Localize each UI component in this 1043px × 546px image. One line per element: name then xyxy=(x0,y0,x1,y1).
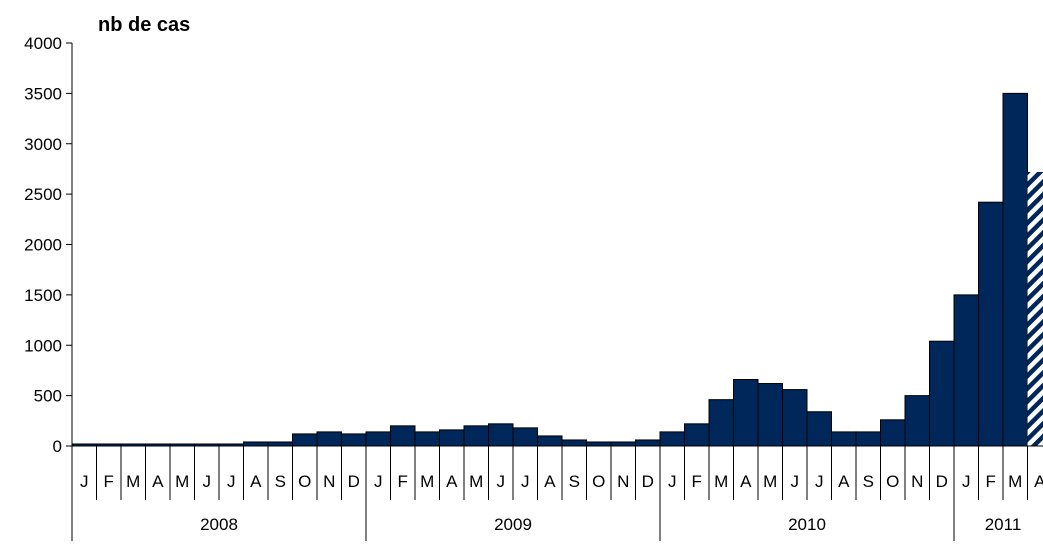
bar xyxy=(660,432,685,446)
bar xyxy=(244,442,269,446)
bar xyxy=(636,440,661,446)
bar xyxy=(709,400,734,446)
bar xyxy=(954,295,979,446)
y-tick-label: 1500 xyxy=(24,286,62,305)
x-month-label: M xyxy=(126,472,140,491)
x-month-label: N xyxy=(617,472,629,491)
bar xyxy=(758,384,783,446)
y-tick-label: 2500 xyxy=(24,185,62,204)
x-month-label: D xyxy=(936,472,948,491)
x-month-label: J xyxy=(791,472,800,491)
x-month-label: M xyxy=(714,472,728,491)
bar xyxy=(513,428,538,446)
x-month-label: A xyxy=(152,472,164,491)
bar xyxy=(538,436,563,446)
bar xyxy=(685,424,710,446)
bar xyxy=(366,432,391,446)
bar xyxy=(1003,93,1028,446)
y-tick-label: 3500 xyxy=(24,84,62,103)
x-month-label: M xyxy=(469,472,483,491)
bar xyxy=(562,440,587,446)
x-month-label: S xyxy=(275,472,286,491)
y-tick-label: 2000 xyxy=(24,236,62,255)
x-month-label: F xyxy=(398,472,408,491)
y-tick-label: 1000 xyxy=(24,336,62,355)
x-month-label: M xyxy=(763,472,777,491)
bar xyxy=(930,341,955,446)
y-tick-label: 3000 xyxy=(24,135,62,154)
bar xyxy=(881,420,906,446)
x-year-label: 2010 xyxy=(788,515,826,534)
bar xyxy=(317,432,342,446)
bar xyxy=(856,432,881,446)
x-month-label: A xyxy=(544,472,556,491)
x-month-label: M xyxy=(420,472,434,491)
x-month-label: A xyxy=(838,472,850,491)
x-month-label: F xyxy=(986,472,996,491)
x-month-label: S xyxy=(863,472,874,491)
bars-group xyxy=(72,93,1043,446)
x-month-label: J xyxy=(815,472,824,491)
bar xyxy=(464,426,489,446)
bar xyxy=(268,442,293,446)
x-month-label: A xyxy=(740,472,752,491)
x-month-label: J xyxy=(80,472,89,491)
bar xyxy=(391,426,416,446)
bar xyxy=(783,390,808,446)
bar xyxy=(587,442,612,446)
x-month-label: J xyxy=(227,472,236,491)
y-tick-label: 500 xyxy=(34,387,62,406)
bar xyxy=(734,380,759,446)
x-month-label: F xyxy=(692,472,702,491)
x-month-label: S xyxy=(569,472,580,491)
x-month-label: J xyxy=(374,472,383,491)
x-month-label: A xyxy=(446,472,458,491)
x-month-label: J xyxy=(521,472,530,491)
bar xyxy=(440,430,465,446)
bar-partial xyxy=(1028,172,1043,446)
y-tick-label: 4000 xyxy=(24,34,62,53)
bar xyxy=(905,396,930,446)
x-month-label: J xyxy=(962,472,971,491)
x-month-label: D xyxy=(642,472,654,491)
x-month-label: D xyxy=(348,472,360,491)
x-year-label: 2008 xyxy=(200,515,238,534)
x-year-label: 2011 xyxy=(985,515,1022,534)
x-month-label: N xyxy=(911,472,923,491)
x-year-label: 2009 xyxy=(494,515,532,534)
x-month-label: J xyxy=(203,472,212,491)
x-month-label: O xyxy=(886,472,899,491)
x-month-label: J xyxy=(497,472,506,491)
x-month-label: F xyxy=(104,472,114,491)
bar xyxy=(611,442,636,446)
x-month-label: M xyxy=(1008,472,1022,491)
bar xyxy=(832,432,857,446)
x-month-label: M xyxy=(175,472,189,491)
bar xyxy=(979,202,1004,446)
bar xyxy=(293,434,318,446)
bar xyxy=(807,412,832,446)
bar xyxy=(415,432,440,446)
y-tick-label: 0 xyxy=(53,437,62,456)
x-month-label: A xyxy=(1034,472,1043,491)
bar xyxy=(342,434,367,446)
y-axis-title: nb de cas xyxy=(98,14,190,36)
x-month-label: N xyxy=(323,472,335,491)
x-month-label: O xyxy=(298,472,311,491)
x-month-label: O xyxy=(592,472,605,491)
x-month-label: J xyxy=(668,472,677,491)
x-month-label: A xyxy=(250,472,262,491)
bar xyxy=(489,424,514,446)
